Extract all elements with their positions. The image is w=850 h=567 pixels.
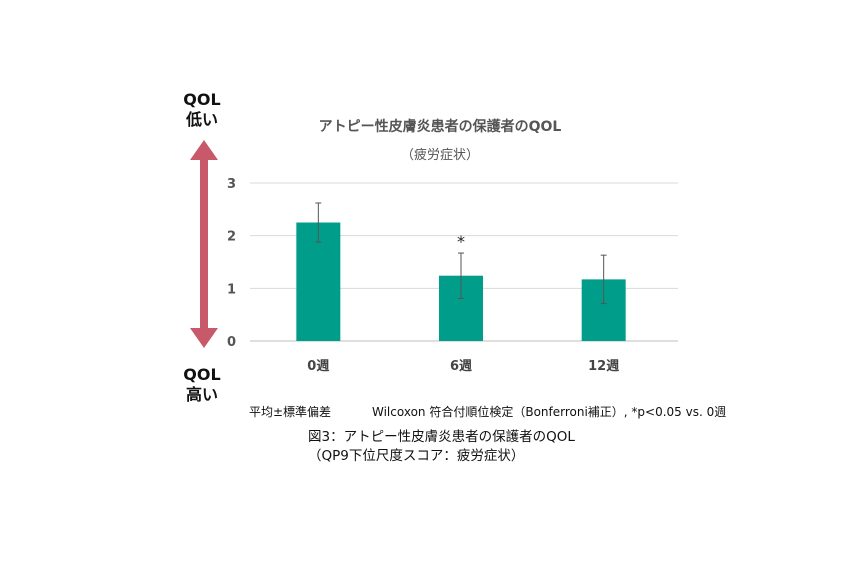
y-tick-label: 2 bbox=[227, 230, 236, 245]
significance-marker: * bbox=[457, 232, 465, 251]
x-tick-label: 12週 bbox=[588, 359, 619, 374]
footnote-test: Wilcoxon 符合付順位検定（Bonferroni補正）, *p<0.05 … bbox=[372, 405, 727, 419]
x-tick-label: 0週 bbox=[307, 359, 329, 374]
bar-chart: 0 1 2 3 0週 * 6週 12週 bbox=[227, 177, 678, 374]
qol-high-label: QOL 高い bbox=[170, 365, 234, 405]
y-tick-label: 3 bbox=[227, 177, 236, 192]
qol-high-label-sub: 高い bbox=[185, 385, 218, 404]
y-tick-label: 0 bbox=[227, 335, 236, 350]
figure-caption-sub: （QP9下位尺度スコア：疲労症状） bbox=[308, 448, 525, 464]
chart-title: アトピー性皮膚炎患者の保護者のQOL bbox=[318, 119, 562, 135]
qol-low-label: QOL 低い bbox=[170, 90, 234, 130]
chart-subtitle: （疲労症状） bbox=[400, 148, 479, 163]
qol-low-label-text: QOL bbox=[183, 90, 221, 109]
x-tick-label: 6週 bbox=[450, 359, 472, 374]
y-tick-label: 1 bbox=[227, 282, 236, 297]
qol-low-label-sub: 低い bbox=[185, 110, 218, 129]
footnote-statistics: 平均±標準偏差 bbox=[249, 405, 332, 419]
figure-caption: 図3：アトピー性皮膚炎患者の保護者のQOL bbox=[308, 429, 575, 445]
qol-high-label-text: QOL bbox=[183, 365, 221, 384]
double-arrow-icon bbox=[190, 140, 218, 348]
